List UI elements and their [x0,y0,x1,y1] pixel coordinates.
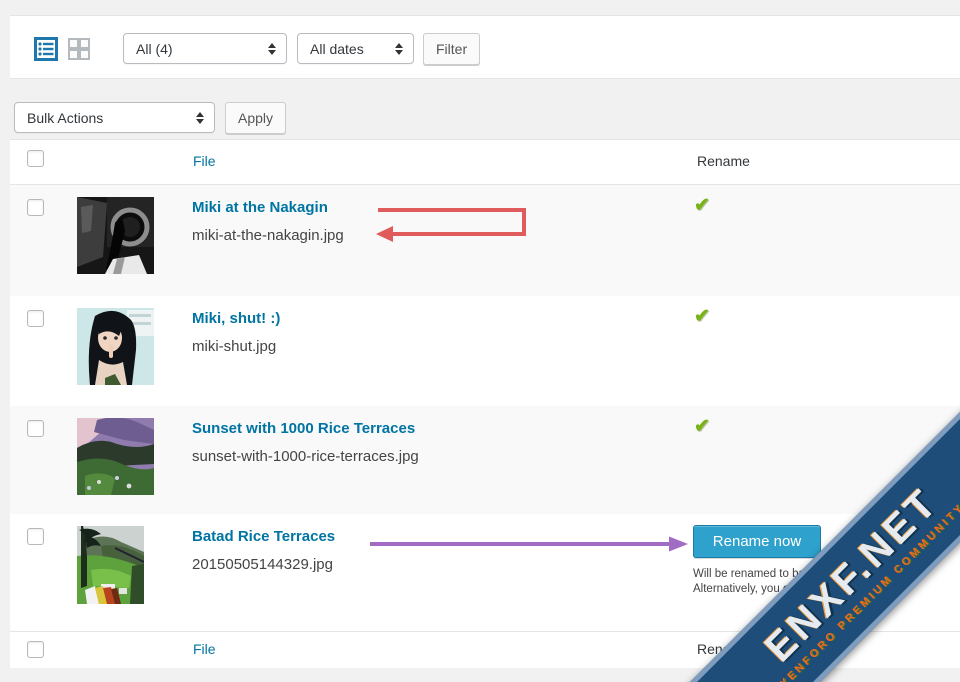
table-header-row: File Rename [10,140,960,185]
select-all-checkbox-footer[interactable] [27,641,44,658]
media-toolbar: All (4) All dates Filter [10,15,960,79]
bulk-actions-value: Bulk Actions [27,109,104,126]
table-row: Miki, shut! :) miki-shut.jpg ✔ [10,296,960,406]
column-header-rename: Rename [697,153,750,169]
bulk-actions-select[interactable]: Bulk Actions [14,102,215,133]
list-view-icon[interactable] [34,37,58,61]
row-checkbox[interactable] [27,310,44,327]
select-arrows-icon [395,42,403,55]
media-title-link[interactable]: Miki at the Nakagin [192,199,328,216]
apply-button[interactable]: Apply [225,102,287,134]
select-arrows-icon [196,111,204,124]
bulk-actions-bar: Bulk Actions Apply [0,95,960,140]
purple-arrow-annotation [370,536,688,552]
attachment-filter-value: All (4) [136,40,173,57]
grid-view-icon[interactable] [67,37,91,61]
media-filename: miki-at-the-nakagin.jpg [192,227,344,244]
rename-now-button[interactable]: Rename now [693,525,821,558]
column-footer-file[interactable]: File [193,641,216,657]
attachment-filter-select[interactable]: All (4) [123,33,287,64]
select-arrows-icon [268,42,276,55]
media-title-link[interactable]: Batad Rice Terraces [192,528,336,545]
table-row: Miki at the Nakagin miki-at-the-nakagin.… [10,185,960,296]
row-checkbox[interactable] [27,420,44,437]
row-checkbox[interactable] [27,199,44,216]
media-filename: miki-shut.jpg [192,338,277,355]
filter-button[interactable]: Filter [423,33,481,65]
thumbnail-miki-shut[interactable] [77,308,154,385]
media-filename: 20150505144329.jpg [192,556,333,573]
renamed-check-icon: ✔ [694,306,710,327]
media-title-link[interactable]: Miki, shut! :) [192,310,281,327]
date-filter-select[interactable]: All dates [297,33,414,64]
red-arrow-annotation [376,208,526,242]
view-switcher [34,37,91,61]
media-filename: sunset-with-1000-rice-terraces.jpg [192,448,419,465]
date-filter-value: All dates [310,40,364,57]
renamed-check-icon: ✔ [694,416,710,437]
thumbnail-miki-at-the-nakagin[interactable] [77,197,154,274]
column-header-file[interactable]: File [193,153,216,169]
media-title-link[interactable]: Sunset with 1000 Rice Terraces [192,420,416,437]
select-all-checkbox[interactable] [27,150,44,167]
renamed-check-icon: ✔ [694,195,710,216]
row-checkbox[interactable] [27,528,44,545]
thumbnail-batad-rice-terraces[interactable] [77,526,144,604]
thumbnail-sunset-rice-terraces[interactable] [77,418,154,495]
table-row: Sunset with 1000 Rice Terraces sunset-wi… [10,406,960,514]
